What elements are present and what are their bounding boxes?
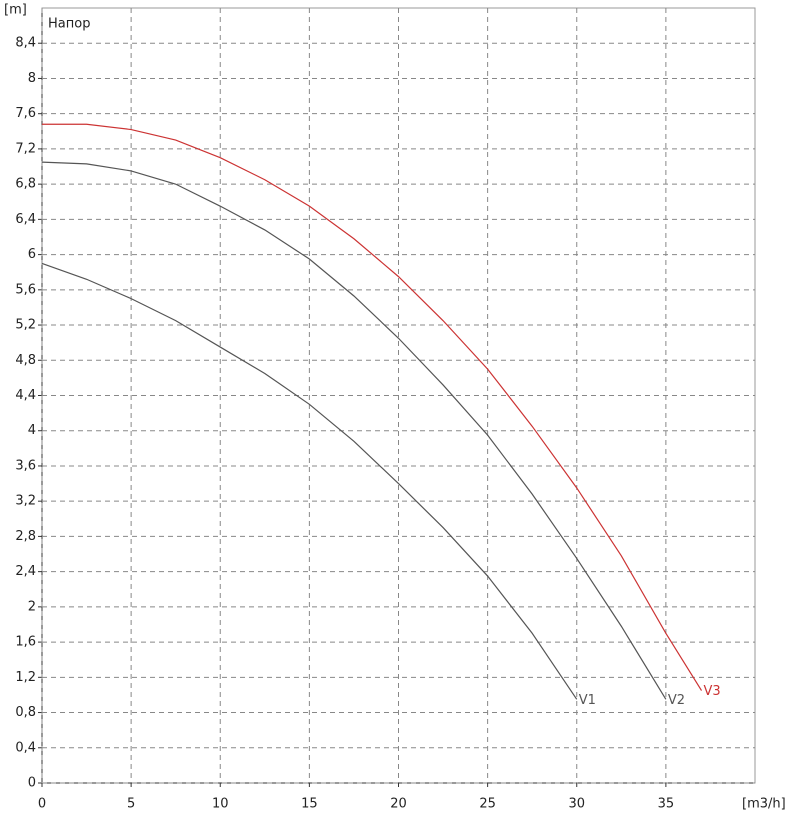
y-tick-label: 2	[28, 599, 36, 614]
y-tick-label: 6,4	[15, 212, 36, 227]
series-line	[41, 262, 578, 700]
y-axis-label: [m]	[4, 3, 27, 18]
y-tick-label: 5,2	[15, 318, 36, 333]
series-label: V2	[668, 693, 685, 708]
y-tick-label: 0,8	[15, 705, 36, 720]
y-tick-label: 4,8	[15, 353, 36, 368]
x-tick-label: 0	[38, 797, 46, 812]
x-tick-label: 5	[127, 797, 135, 812]
chart-title: Напор	[48, 17, 90, 32]
y-tick-label: 6,8	[15, 177, 36, 192]
y-tick-label: 3,2	[15, 494, 36, 509]
x-tick-label: 30	[568, 797, 585, 812]
y-tick-label: 5,6	[15, 282, 36, 297]
y-tick-label: 4,4	[15, 388, 36, 403]
x-tick-label: 15	[301, 797, 318, 812]
y-tick-label: 1,2	[15, 670, 36, 685]
y-tick-label: 2,4	[15, 564, 36, 579]
y-tick-label: 4	[28, 423, 36, 438]
y-tick-label: 8,4	[15, 36, 36, 51]
y-tick-label: 1,6	[15, 635, 36, 650]
y-tick-label: 2,8	[15, 529, 36, 544]
series-line	[41, 161, 667, 700]
series-label: V1	[579, 693, 596, 708]
x-tick-label: 10	[212, 797, 229, 812]
y-tick-label: 7,6	[15, 106, 36, 121]
y-tick-label: 0,4	[15, 740, 36, 755]
series-line	[42, 123, 703, 691]
x-axis-label: [m3/h]	[742, 797, 786, 812]
x-tick-label: 35	[658, 797, 675, 812]
x-tick-label: 20	[390, 797, 407, 812]
series-label: V3	[704, 684, 721, 699]
y-tick-label: 0	[28, 776, 36, 791]
y-tick-label: 7,2	[15, 141, 36, 156]
y-tick-label: 8	[28, 71, 36, 86]
y-tick-label: 6	[28, 247, 36, 262]
x-tick-label: 25	[479, 797, 496, 812]
y-tick-label: 3,6	[15, 458, 36, 473]
